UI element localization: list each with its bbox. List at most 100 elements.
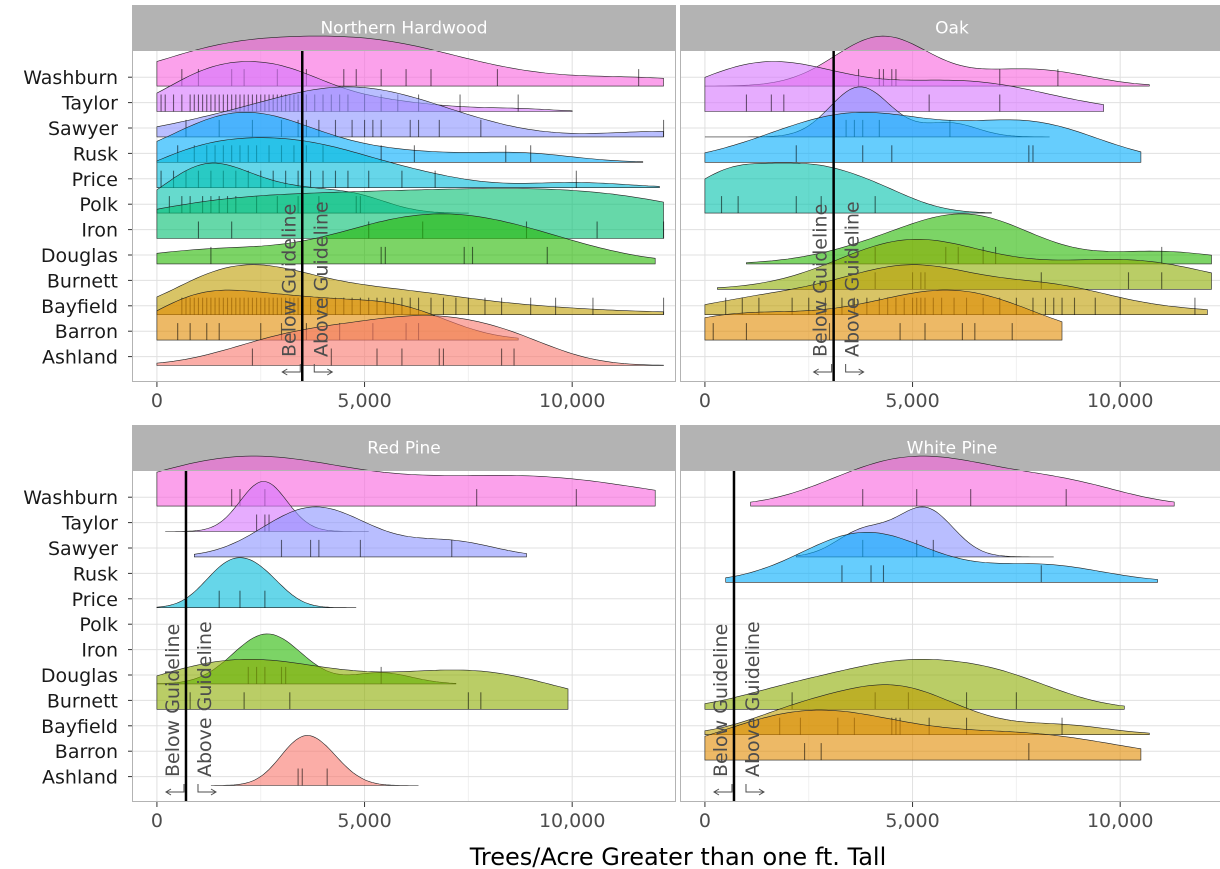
panel-title: Oak [935, 19, 969, 39]
panel-strip [680, 5, 1220, 50]
x-axis: 0 5,000 10,000 [699, 382, 1153, 412]
panel-strip [132, 5, 676, 50]
density-ridge-burnett [717, 239, 1212, 290]
rug-price [218, 590, 266, 608]
x-axis: 0 5,000 10,000 [699, 802, 1153, 832]
panel-border [132, 470, 676, 802]
rug-washburn [862, 489, 1067, 507]
x-axis-title: Trees/Acre Greater than one ft. Tall [469, 843, 886, 869]
y-tick-label-burnett: Burnett [47, 270, 118, 292]
panel-border [132, 50, 676, 382]
density-ridge-burnett [156, 659, 569, 710]
below-guideline-arrow [281, 364, 301, 376]
density-ridge-barron [704, 709, 1142, 761]
density-ridge-barron [704, 289, 1063, 341]
below-guideline-label: Below Guideline [162, 624, 184, 777]
y-tick-label-sawyer: Sawyer [48, 118, 118, 140]
panel-title: Red Pine [367, 439, 441, 459]
y-tick-label-rusk: Rusk [73, 563, 118, 585]
panel-title: White Pine [907, 439, 998, 459]
density-ridge-ashland [156, 315, 664, 366]
rug-burnett [189, 692, 482, 710]
rug-rusk [841, 565, 1042, 583]
x-tick-label: 5,000 [885, 810, 939, 832]
below-guideline-arrow [165, 784, 185, 796]
below-guideline-label: Below Guideline [278, 204, 300, 357]
x-tick-label: 10,000 [1087, 810, 1153, 832]
above-guideline-label: Above Guideline [194, 621, 216, 777]
y-tick-label-polk: Polk [79, 194, 118, 216]
density-ridge-rusk [725, 532, 1158, 583]
rug-ashland [297, 768, 328, 786]
y-tick-label-taylor: Taylor [61, 93, 118, 115]
above-guideline-label: Above Guideline [742, 621, 764, 777]
y-tick-label-washburn: Washburn [23, 487, 118, 509]
density-ridge-ashland [210, 735, 419, 786]
y-tick-label-ashland: Ashland [42, 347, 118, 369]
above-guideline-arrow [745, 784, 765, 796]
density-ridge-washburn [750, 455, 1175, 507]
y-tick-label-douglas: Douglas [41, 665, 118, 687]
y-tick-label-burnett: Burnett [47, 690, 118, 712]
above-guideline-arrow [197, 784, 217, 796]
panel-border [680, 470, 1220, 802]
y-tick-label-price: Price [72, 169, 118, 191]
y-tick-label-barron: Barron [55, 741, 118, 763]
y-tick-label-iron: Iron [81, 640, 118, 662]
y-tick-label-ashland: Ashland [42, 767, 118, 789]
below-guideline-label: Below Guideline [710, 624, 732, 777]
y-tick-label-polk: Polk [79, 614, 118, 636]
density-ridge-washburn [156, 455, 656, 507]
y-tick-label-bayfield: Bayfield [41, 296, 118, 318]
y-tick-label-taylor: Taylor [61, 513, 118, 535]
y-tick-label-sawyer: Sawyer [48, 538, 118, 560]
y-axis: Ashland Barron Bayfield Burnett Douglas Iron P… [23, 67, 132, 369]
density-ridge-bayfield [704, 264, 1208, 315]
below-guideline-label: Below Guideline [810, 204, 832, 357]
density-ridge-taylor [704, 61, 1104, 112]
rug-rusk [795, 145, 1034, 163]
x-tick-label: 10,000 [539, 810, 605, 832]
panel-white-pine: White Pine Below Guideline Above Guideline… [680, 425, 1220, 832]
ridges [156, 455, 656, 786]
x-tick-label: 0 [151, 390, 163, 412]
above-guideline-arrow [313, 364, 334, 376]
rug-taylor [745, 94, 1001, 112]
rug-douglas [210, 246, 548, 264]
rug-sawyer [280, 539, 453, 557]
ridges [704, 455, 1175, 761]
ridges [704, 35, 1212, 341]
density-ridge-douglas [156, 213, 656, 265]
x-tick-label: 5,000 [337, 390, 391, 412]
density-ridge-price [156, 137, 660, 188]
panel-title: Northern Hardwood [320, 19, 487, 39]
y-tick-label-price: Price [72, 589, 118, 611]
y-tick-label-rusk: Rusk [73, 143, 118, 165]
y-axis: Ashland Barron Bayfield Burnett Douglas Iron P… [23, 487, 132, 789]
x-tick-label: 0 [699, 390, 711, 412]
panel-border [680, 50, 1220, 382]
x-tick-label: 10,000 [539, 390, 605, 412]
y-tick-label-barron: Barron [55, 321, 118, 343]
rug-barron [804, 743, 1030, 761]
y-tick-label-bayfield: Bayfield [41, 716, 118, 738]
density-ridge-burnett [704, 659, 1125, 710]
x-tick-label: 0 [151, 810, 163, 832]
y-tick-label-douglas: Douglas [41, 245, 118, 267]
x-axis: 0 5,000 10,000 [151, 802, 605, 832]
density-ridge-polk [704, 162, 992, 214]
panel-red-pine: Red Pine Below Guideline Above Guideline 0 5… [23, 425, 676, 832]
density-ridge-sawyer [194, 506, 527, 558]
x-axis: 0 5,000 10,000 [151, 382, 605, 412]
y-tick-label-iron: Iron [81, 220, 118, 242]
below-guideline-arrow [812, 364, 833, 376]
ridges [156, 35, 665, 366]
density-ridge-price [156, 557, 357, 608]
density-ridge-iron [156, 188, 664, 239]
above-guideline-label: Above Guideline [310, 201, 332, 357]
rug-barron [712, 323, 1013, 341]
x-tick-label: 5,000 [337, 810, 391, 832]
rug-polk [720, 196, 876, 214]
density-ridge-rusk [704, 112, 1142, 163]
